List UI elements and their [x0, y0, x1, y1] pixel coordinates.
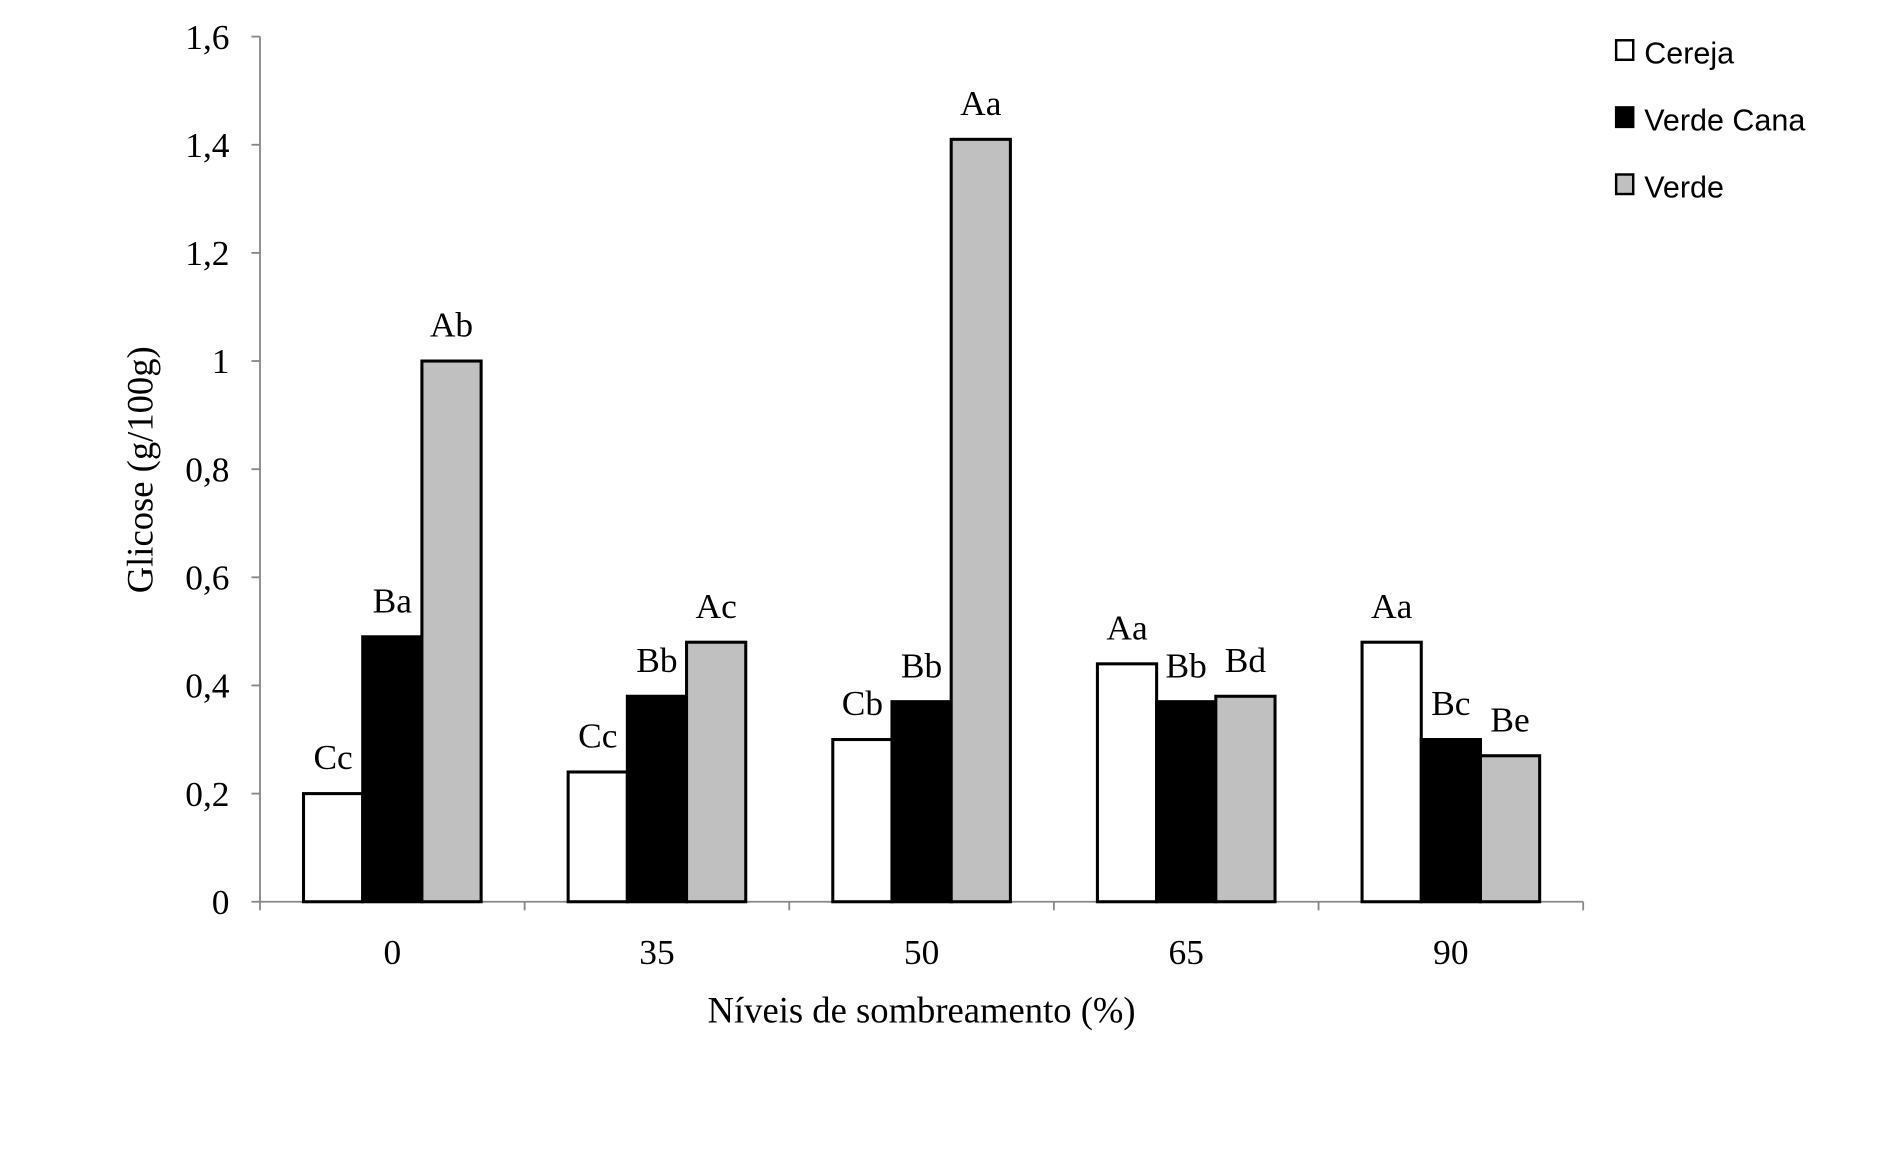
legend-swatch	[1614, 106, 1635, 129]
y-axis: 0 0,2 0,4 0,6 0,8 1 1,2 1,4 1,6	[185, 17, 261, 922]
bar-cereja	[301, 792, 365, 904]
bar-verde-cana	[361, 635, 424, 904]
bar-verde-cana	[625, 694, 689, 904]
x-axis-label: Níveis de sombreamento (%)	[708, 990, 1136, 1031]
data-label: Cc	[578, 716, 617, 756]
bar-verde	[949, 137, 1012, 904]
data-label: Ac	[696, 586, 737, 626]
x-axis: 0 35 50 65 90	[259, 900, 1585, 972]
legend: Cereja Verde Cana Verde	[1614, 36, 1805, 205]
y-tick-label: 0	[212, 882, 230, 922]
y-tick-label: 0,6	[185, 558, 229, 598]
y-tick-label: 1,2	[185, 233, 229, 273]
y-tick-label: 1	[212, 341, 230, 381]
data-label: Bb	[636, 640, 677, 680]
x-tick-label: 50	[904, 932, 939, 972]
bar-verde-cana	[1155, 700, 1218, 904]
bar-cereja	[566, 770, 629, 904]
y-tick-label: 0,4	[185, 666, 230, 706]
x-tick-label: 90	[1433, 932, 1468, 972]
bar-verde-cana	[890, 700, 953, 904]
data-label: Aa	[960, 83, 1002, 123]
y-tick-label: 0,8	[185, 449, 229, 489]
legend-label: Cereja	[1644, 36, 1734, 70]
bar-verde-cana	[1419, 738, 1482, 904]
y-tick-label: 1,6	[185, 17, 229, 57]
legend-label: Verde	[1644, 171, 1724, 205]
bar-verde	[420, 359, 483, 904]
bar-verde	[685, 640, 748, 904]
x-tick-label: 0	[383, 932, 401, 972]
y-axis-label: Glicose (g/100g)	[120, 346, 161, 593]
bar-verde	[1478, 754, 1542, 904]
y-tick-label: 1,4	[185, 125, 230, 165]
data-label: Cb	[842, 683, 883, 723]
legend-swatch	[1614, 39, 1635, 62]
data-label: Bb	[901, 645, 942, 685]
data-label: Bc	[1431, 683, 1470, 723]
data-label: Ab	[430, 305, 473, 345]
data-label: Bb	[1166, 645, 1207, 685]
data-label: Aa	[1371, 586, 1413, 626]
bar-verde	[1214, 694, 1277, 904]
data-label: Ba	[373, 580, 413, 620]
bars: Cc Cc Cb Aa Aa Ba Bb Bb Bb Bc Ab Ac Aa Bd Be	[301, 83, 1542, 904]
x-tick-label: 35	[639, 932, 674, 972]
data-label: Bd	[1225, 640, 1267, 680]
data-label: Cc	[313, 737, 352, 777]
legend-swatch	[1614, 173, 1635, 196]
x-tick-label: 65	[1169, 932, 1204, 972]
bar-cereja	[1360, 640, 1423, 904]
data-label: Be	[1490, 699, 1529, 739]
data-label: Aa	[1106, 607, 1148, 647]
legend-label: Verde Cana	[1644, 104, 1805, 138]
bar-cereja	[1095, 662, 1159, 904]
bar-cereja	[831, 738, 894, 904]
y-tick-label: 0,2	[185, 774, 229, 814]
